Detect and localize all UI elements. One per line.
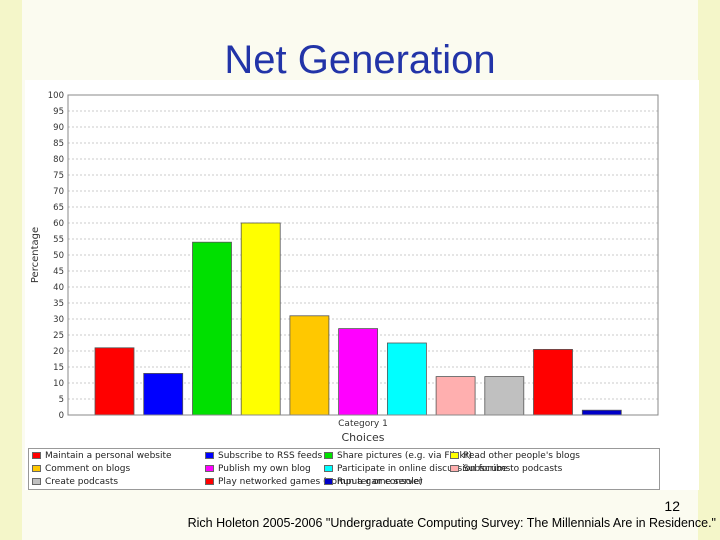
page-number: 12 — [664, 498, 680, 514]
y-tick-label: 25 — [53, 331, 64, 341]
legend-label: Subscribe to RSS feeds — [218, 451, 323, 461]
bar-5 — [338, 328, 379, 416]
legend-label: Read other people's blogs — [463, 451, 580, 461]
y-tick-label: 20 — [53, 347, 64, 357]
chart-frame: 0 5 10 15 20 25 30 35 40 45 50 55 60 65 70 75 80 85 90 95 10… — [25, 80, 699, 490]
legend-swatch — [32, 452, 41, 459]
y-tick-label: 35 — [53, 299, 64, 309]
x-axis-label: Choices — [342, 431, 385, 444]
legend-swatch — [324, 478, 333, 485]
y-tick-label: 10 — [53, 379, 64, 389]
tick-layer: 0 5 10 15 20 25 30 35 40 45 50 55 60 65 70 75 80 85 90 95 10… — [48, 91, 64, 421]
y-tick-label: 5 — [59, 395, 64, 405]
bar-3 — [240, 222, 281, 416]
y-tick-label: 55 — [53, 235, 64, 245]
chart-legend: Maintain a personal website Subscribe to … — [28, 448, 660, 490]
y-axis-label: Percentage — [30, 227, 41, 283]
slide-edge-left — [0, 0, 22, 540]
legend-label: Subscribe to podcasts — [463, 464, 563, 474]
legend-swatch — [450, 452, 459, 459]
y-tick-label: 100 — [48, 91, 64, 101]
y-tick-label: 40 — [53, 283, 64, 293]
legend-label: Create podcasts — [45, 477, 119, 487]
y-tick-label: 80 — [53, 155, 64, 165]
y-tick-label: 65 — [53, 203, 64, 213]
y-tick-label: 30 — [53, 315, 64, 325]
plot-border — [67, 94, 659, 416]
footer-citation: Rich Holeton 2005-2006 "Undergraduate Co… — [187, 516, 716, 530]
legend-item: Publish my own blog — [205, 463, 311, 476]
legend-label: Run a game server — [337, 477, 423, 487]
y-tick-label: 60 — [53, 219, 64, 229]
y-tick-label: 15 — [53, 363, 64, 373]
y-tick-label: 50 — [53, 251, 64, 261]
legend-item: Create podcasts — [32, 476, 118, 489]
slide-title: Net Generation — [224, 38, 496, 82]
legend-label: Publish my own blog — [218, 464, 311, 474]
legend-swatch — [205, 452, 214, 459]
bar-layer — [94, 222, 622, 416]
legend-item: Maintain a personal website — [32, 450, 172, 463]
y-tick-label: 90 — [53, 123, 64, 133]
bar-8 — [484, 376, 525, 416]
y-tick-label: 95 — [53, 107, 64, 117]
legend-swatch — [450, 465, 459, 472]
legend-swatch — [324, 465, 333, 472]
legend-item: Subscribe to RSS feeds — [205, 450, 322, 463]
slide-edge-right — [698, 0, 720, 540]
bar-2 — [192, 241, 232, 416]
y-tick-label: 0 — [59, 411, 64, 421]
y-tick-label: 75 — [53, 171, 64, 181]
legend-label: Participate in online discussion forums — [337, 464, 511, 474]
legend-label: Comment on blogs — [45, 464, 131, 474]
legend-label: Play networked games (computer or consol… — [218, 477, 423, 487]
legend-label: Maintain a personal website — [45, 451, 172, 461]
bar-9 — [533, 348, 573, 416]
bar-4 — [289, 315, 330, 416]
legend-swatch — [205, 465, 214, 472]
legend-swatch — [205, 478, 214, 485]
bar-chart: 0 5 10 15 20 25 30 35 40 45 50 55 60 65 70 75 80 85 90 95 10… — [30, 91, 659, 444]
legend-item: Comment on blogs — [32, 463, 130, 476]
legend-item: Participate in online discussion forums — [324, 463, 510, 476]
legend-swatch — [324, 452, 333, 459]
bar-6 — [386, 342, 427, 416]
legend-item: Run a game server — [324, 476, 422, 489]
y-tick-label: 85 — [53, 139, 64, 149]
bar-1 — [143, 372, 184, 416]
bar-10 — [581, 409, 622, 416]
legend-label: Share pictures (e.g. via Flickr) — [337, 451, 472, 461]
legend-swatch — [32, 465, 41, 472]
y-tick-label: 45 — [53, 267, 64, 277]
category-label: Category 1 — [338, 419, 388, 429]
legend-item: Read other people's blogs — [450, 450, 580, 463]
legend-item: Play networked games (computer or consol… — [205, 476, 423, 489]
bar-0 — [94, 347, 135, 416]
legend-item: Subscribe to podcasts — [450, 463, 562, 476]
legend-swatch — [32, 478, 41, 485]
bar-7 — [435, 376, 476, 416]
y-tick-label: 70 — [53, 187, 64, 197]
legend-item: Share pictures (e.g. via Flickr) — [324, 450, 472, 463]
